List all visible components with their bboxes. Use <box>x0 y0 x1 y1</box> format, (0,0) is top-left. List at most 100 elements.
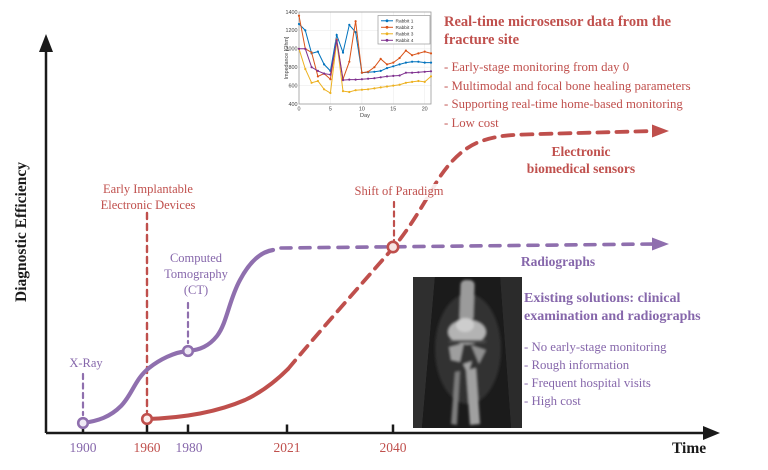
inset-data-point <box>411 60 414 63</box>
inset-data-point <box>398 63 401 66</box>
inset-data-point <box>354 20 357 23</box>
radiographs-arrow-icon <box>652 237 669 251</box>
microsensor-text-block: Real-time microsensor data from the frac… <box>444 13 744 132</box>
inset-data-point <box>392 74 395 77</box>
inset-data-point <box>423 61 426 64</box>
inset-data-point <box>404 49 407 52</box>
inset-data-point <box>404 81 407 84</box>
inset-data-point <box>385 75 389 78</box>
inset-data-point <box>367 70 370 73</box>
inset-data-point <box>304 29 307 32</box>
inset-data-point <box>379 69 382 72</box>
existing-solutions-bullets: - No early-stage monitoring - Rough info… <box>524 338 764 410</box>
inset-data-point <box>367 88 370 91</box>
inset-data-point <box>373 70 376 73</box>
paradigm-shift-label: Shift of Paradigm <box>351 184 447 200</box>
inset-x-tick-labels: 0 5 10 15 20 <box>298 107 428 113</box>
inset-data-point <box>304 47 307 50</box>
inset-data-point <box>417 52 420 55</box>
inset-series-line-2 <box>298 15 432 81</box>
inset-series-line-4 <box>299 40 432 81</box>
inset-legend: Rabbit 1 Rabbit 2 Rabbit 3 Rabbit 4 <box>377 15 431 45</box>
svg-text:1400: 1400 <box>286 10 298 16</box>
existing-solutions-title: Existing solutions: clinical examination… <box>524 291 701 324</box>
inset-data-point <box>297 22 301 26</box>
inset-data-point <box>335 33 338 37</box>
inset-data-point <box>379 86 382 89</box>
xray-label: X-Ray <box>69 356 103 370</box>
inset-series-line-3 <box>298 41 432 94</box>
svg-text:Rabbit 2: Rabbit 2 <box>396 25 414 31</box>
inset-data-point <box>335 39 338 42</box>
ct-label: Computed Tomography (CT) <box>164 251 228 297</box>
inset-data-point <box>417 79 420 83</box>
inset-data-point <box>411 71 414 74</box>
inset-data-point <box>373 66 376 69</box>
microsensor-title: Real-time microsensor data from the frac… <box>444 14 672 49</box>
svg-text:1000: 1000 <box>286 47 298 53</box>
tick-2021: 2021 <box>273 440 301 455</box>
xray-bones <box>435 279 501 425</box>
svg-text:400: 400 <box>289 102 298 108</box>
early-devices-marker <box>140 412 154 426</box>
inset-data-point <box>385 67 389 70</box>
inset-data-point <box>411 80 414 83</box>
inset-data-point <box>385 63 389 66</box>
inset-data-point <box>429 70 433 73</box>
xray-right-band <box>500 277 522 428</box>
tick-1960: 1960 <box>133 440 161 455</box>
inset-series-group <box>297 14 433 95</box>
inset-data-point <box>329 91 332 95</box>
inset-data-point <box>429 61 433 64</box>
inset-data-point <box>310 66 313 69</box>
inset-data-point <box>423 70 426 73</box>
tick-1980: 1980 <box>175 440 203 455</box>
inset-data-point <box>385 85 389 88</box>
inset-data-point <box>360 78 363 81</box>
bullet-item: - Supporting real-time home-based monito… <box>444 97 683 112</box>
inset-data-point <box>348 23 351 26</box>
inset-data-point <box>392 65 395 68</box>
svg-text:5: 5 <box>329 107 332 113</box>
inset-impedance-chart: 400 600 800 1000 1200 1400 0 5 10 15 20 … <box>283 6 441 119</box>
svg-text:Rabbit 4: Rabbit 4 <box>396 38 414 44</box>
sensors-arrow-icon <box>652 124 669 138</box>
inset-data-point <box>360 88 363 91</box>
inset-data-point <box>360 71 363 74</box>
xray-left-band <box>413 277 435 428</box>
bullet-item: - Multimodal and focal bone healing para… <box>444 78 691 93</box>
tick-2040: 2040 <box>379 440 407 455</box>
inset-data-point <box>398 56 401 60</box>
inset-data-point <box>398 83 401 86</box>
inset-y-axis-label: Impedance [Ohm] <box>284 36 290 79</box>
svg-text:Rabbit 3: Rabbit 3 <box>396 32 414 38</box>
svg-text:800: 800 <box>289 65 298 71</box>
bullet-item: - Low cost <box>444 115 499 130</box>
bullet-item: - High cost <box>524 394 581 408</box>
inset-data-point <box>304 67 307 71</box>
inset-data-point <box>379 57 382 61</box>
inset-data-point <box>411 54 414 57</box>
inset-data-point <box>423 50 426 53</box>
inset-data-point <box>404 61 407 64</box>
inset-data-point <box>310 81 313 84</box>
ct-marker <box>181 344 195 358</box>
inset-data-point <box>323 88 326 91</box>
inset-data-point <box>392 61 395 64</box>
inset-data-point <box>323 72 326 75</box>
inset-data-point <box>297 47 301 50</box>
inset-data-point <box>354 89 357 92</box>
svg-text:600: 600 <box>289 83 298 89</box>
inset-data-point <box>316 69 319 72</box>
inset-data-point <box>379 76 382 79</box>
inset-data-point <box>398 74 401 77</box>
inset-data-point <box>404 71 407 74</box>
inset-data-point <box>329 73 332 76</box>
bullet-item: - Frequent hospital visits <box>524 376 651 390</box>
inset-data-point <box>316 50 319 53</box>
radiographs-label: Radiographs <box>520 254 596 269</box>
x-axis-arrow-icon <box>703 426 720 440</box>
inset-data-point <box>429 52 433 55</box>
inset-data-point <box>348 78 351 81</box>
